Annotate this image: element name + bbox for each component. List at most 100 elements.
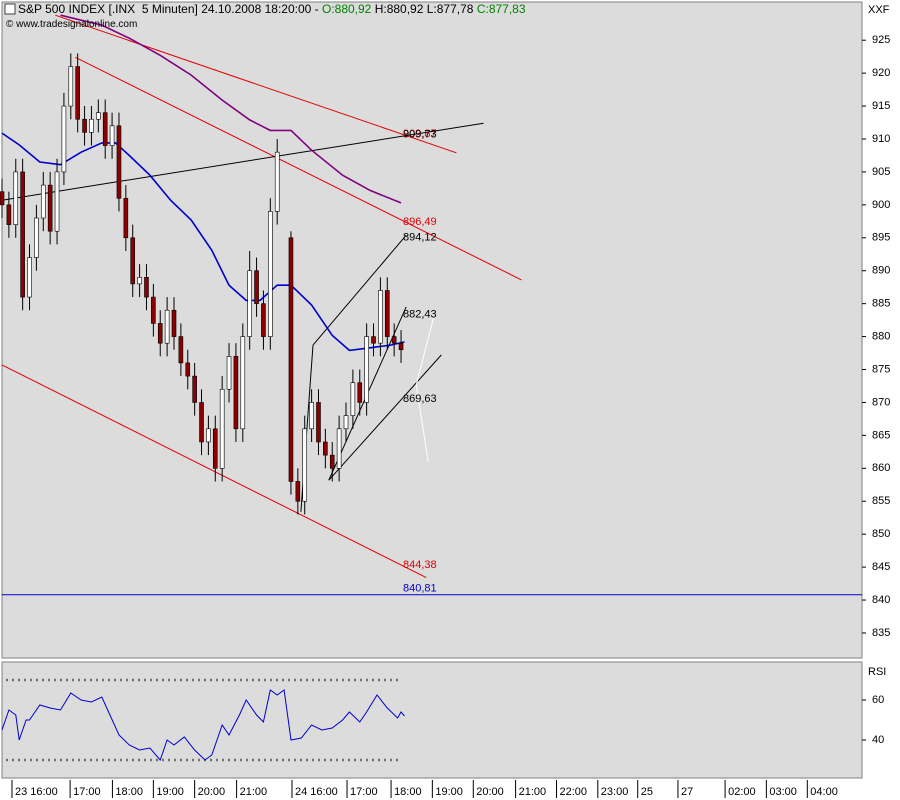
candle-body — [206, 428, 211, 443]
candle-body — [6, 204, 12, 225]
candle-body — [164, 309, 170, 344]
candle-body — [240, 336, 246, 430]
candle-body — [384, 290, 390, 337]
candle-body — [137, 277, 142, 285]
candle-body — [268, 211, 273, 337]
y-tick-label: 890 — [872, 265, 890, 277]
window-icon — [4, 3, 16, 15]
price-label: 909,73 — [403, 129, 437, 141]
candle-body — [109, 125, 115, 146]
candle-body — [171, 309, 177, 337]
candle-body — [212, 428, 218, 469]
moving-average — [1, 132, 405, 352]
trend-line — [312, 234, 407, 346]
x-tick-label: 17:00 — [350, 786, 378, 798]
candle-body — [102, 112, 108, 146]
rsi-line — [1, 689, 405, 761]
x-tick-label: 02:00 — [728, 786, 756, 798]
copyright: © www.tradesignalonline.com — [6, 19, 138, 30]
y-tick-label: 860 — [872, 462, 890, 474]
candle-body — [323, 441, 328, 456]
y-tick-label: 840 — [872, 594, 890, 606]
y-tick-label: 835 — [872, 627, 890, 639]
y-tick-label: 60 — [872, 694, 884, 706]
x-tick-label: 23 16:00 — [15, 786, 58, 798]
candle-body — [68, 66, 74, 107]
y-tick-label: 850 — [872, 528, 890, 540]
candle-body — [357, 382, 363, 403]
trend-line — [55, 14, 457, 154]
candle-body — [254, 270, 259, 304]
y-tick-label: 865 — [872, 429, 890, 441]
price-label: 909,87 — [403, 128, 437, 140]
candle-body — [247, 270, 252, 337]
x-tick-label: 18:00 — [394, 786, 422, 798]
candle-body — [336, 428, 342, 469]
candle-body — [199, 402, 204, 443]
candle-body — [398, 342, 404, 351]
candle-body — [192, 375, 197, 403]
trend-line — [415, 317, 434, 462]
x-tick-label: 27 — [681, 786, 693, 798]
candle-body — [123, 197, 129, 239]
candle-body — [329, 454, 335, 469]
close-label: C:877,83 — [476, 2, 526, 16]
candle-body — [350, 382, 356, 416]
y-tick-label: 855 — [872, 495, 890, 507]
candle-body — [130, 237, 136, 285]
x-tick-label: 19:00 — [156, 786, 184, 798]
x-tick-label: 20:00 — [198, 786, 226, 798]
candle-body — [391, 336, 397, 344]
candle-body — [261, 303, 266, 337]
candle-body — [116, 125, 122, 199]
x-tick-label: 22:00 — [560, 786, 588, 798]
high-label: H:880,92 — [374, 2, 424, 16]
y-tick-label: 925 — [872, 34, 890, 46]
y-tick-label: 920 — [872, 67, 890, 79]
candle-body — [343, 415, 349, 430]
x-tick-label: 17:00 — [73, 786, 101, 798]
rsi-label: RSI — [868, 666, 886, 678]
candle-body — [82, 118, 87, 133]
x-tick-label: 24 16:00 — [295, 786, 338, 798]
candle-body — [54, 171, 60, 232]
candle-body — [178, 336, 184, 364]
y-tick-label: 915 — [872, 100, 890, 112]
candle-body — [75, 66, 80, 120]
price-label: 894,12 — [403, 231, 437, 243]
symbol-label: XXF — [868, 4, 890, 16]
candle-body — [309, 402, 314, 430]
candle-body — [364, 336, 369, 403]
candle-body — [378, 290, 383, 344]
y-tick-label: 870 — [872, 396, 890, 408]
candle-body — [151, 296, 156, 324]
candle-body — [316, 402, 321, 443]
candle-body — [34, 217, 39, 258]
x-tick-label: 04:00 — [810, 786, 838, 798]
price-label: 896,49 — [403, 216, 437, 228]
candle-body — [96, 112, 101, 120]
candle-body — [20, 171, 25, 298]
marks: 835 840 845 850 855 860 865 870 875 880 885 890 895 9… — [0, 14, 890, 798]
y-tick-label: 910 — [872, 133, 890, 145]
trend-line — [328, 354, 442, 481]
header-title: S&P 500 INDEX [.INX 5 Minuten] 24.10.200… — [18, 2, 319, 16]
candle-body — [40, 184, 46, 219]
candle-body — [47, 184, 53, 232]
candle-body — [274, 151, 280, 212]
candle-body — [302, 428, 308, 502]
y-tick-label: 905 — [872, 166, 890, 178]
x-tick-label: 23:00 — [601, 786, 629, 798]
x-tick-label: 21:00 — [240, 786, 268, 798]
candle-body — [219, 388, 225, 469]
trend-line — [75, 56, 522, 281]
candle-body — [61, 105, 67, 173]
x-tick-label: 25 — [641, 786, 653, 798]
price-label: 882,43 — [403, 308, 437, 320]
candle-body — [89, 118, 94, 133]
trend-line — [1, 122, 484, 201]
price-panel — [1, 1, 863, 659]
candle-body — [13, 171, 19, 225]
